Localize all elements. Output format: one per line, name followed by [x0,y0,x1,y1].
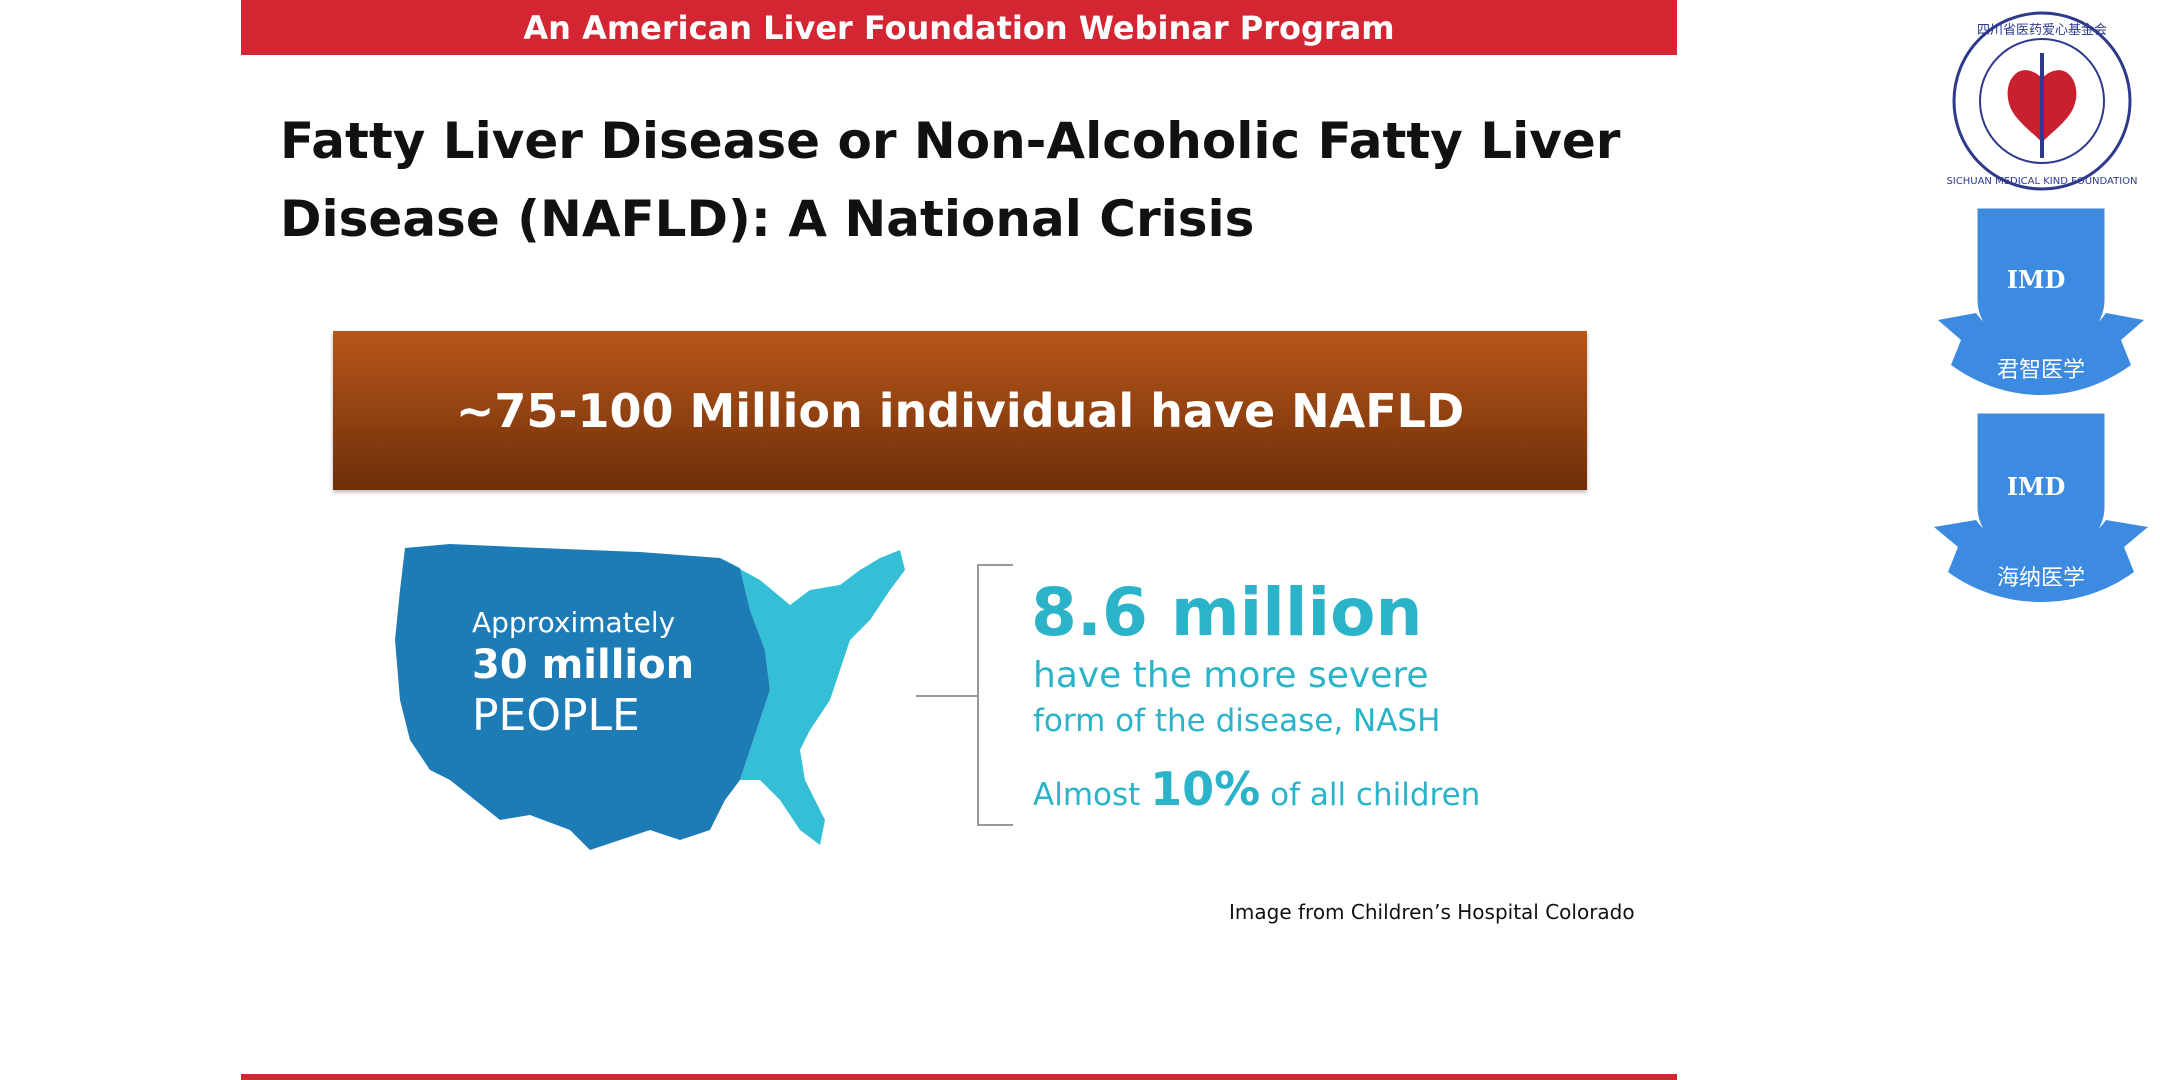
children-before: Almost [1033,777,1141,813]
map-label: PEOPLE [472,690,640,741]
logo-foundation: 四川省医药爱心基金会 SICHUAN MEDICAL KIND FOUNDATI… [1946,11,2138,191]
map-label: 30 million [472,642,695,688]
bottom-rule [241,1074,1677,1080]
slide-title: Disease (NAFLD): A National Crisis [280,190,1255,248]
logo-mark: IMD [2007,472,2066,501]
banner: An American Liver Foundation Webinar Pro… [241,0,1677,55]
map-label: Approximately [472,606,676,639]
nash-text: form of the disease, NASH [1033,703,1441,739]
us-map [395,544,905,850]
logo-name: 海纳医学 [1997,566,2085,591]
children-text: Almost 10% of all children [1033,762,1480,816]
logo-mark: IMD [2007,265,2066,294]
map-west [395,544,770,850]
logo-name: 君智医学 [1997,358,2085,383]
logo-text-cn: 四川省医药爱心基金会 [1977,22,2107,38]
bracket [916,564,1013,826]
slide-title: Fatty Liver Disease or Non-Alcoholic Fat… [280,112,1621,170]
bracket-line [916,564,1013,826]
logo-imd: IMD 海纳医学 [1934,410,2148,602]
nash-text: have the more severe [1033,655,1429,696]
map-east [720,550,905,845]
children-after: of all children [1270,777,1481,813]
logo-text-en: SICHUAN MEDICAL KIND FOUNDATION [1946,176,2137,187]
caption: Image from Children’s Hospital Colorado [1229,900,1635,924]
logo-imd: IMD 君智医学 [1938,205,2144,395]
children-highlight: 10% [1150,762,1261,816]
nash-headline: 8.6 million [1031,574,1423,651]
stat-box: ~75-100 Million individual have NAFLD [333,331,1587,490]
